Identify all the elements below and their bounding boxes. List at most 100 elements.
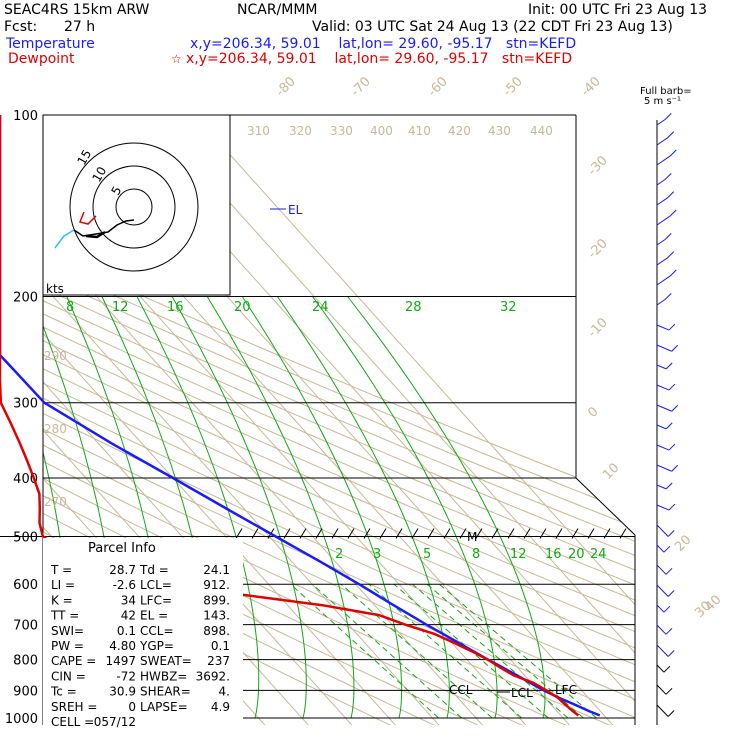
hodograph-ring-15 <box>69 142 199 272</box>
wind-barb-flag <box>667 710 675 717</box>
wind-barb <box>656 324 670 331</box>
theta-label: 420 <box>448 124 471 138</box>
pressure-tick-label: 500 <box>13 530 38 545</box>
wind-barb-flag <box>667 650 675 657</box>
wind-barb <box>656 215 671 226</box>
parcel-info-cell: 34 <box>121 593 136 607</box>
isotherm-label: -10 <box>585 315 611 341</box>
isotherm-label: -70 <box>348 74 374 100</box>
theta-label: 440 <box>530 124 553 138</box>
parcel-info-cell: 30.9 <box>109 685 136 699</box>
wind-barb-flag <box>667 191 675 199</box>
dry-adiabat <box>43 115 635 725</box>
ccl-label: CCL <box>449 683 473 697</box>
freezing-hatch <box>427 528 435 539</box>
wind-barb-flag <box>668 383 676 391</box>
parcel-info-cell: -72 <box>116 669 136 683</box>
dry-adiabat <box>43 115 635 725</box>
temperature-profile <box>0 115 601 717</box>
parcel-info-cell: 3692. <box>196 669 230 683</box>
wind-barb <box>656 704 669 717</box>
freezing-hatch <box>619 528 627 539</box>
theta-label: 430 <box>488 124 511 138</box>
isotherm-label: -60 <box>425 74 451 100</box>
wind-barb <box>656 444 670 451</box>
freezing-hatch <box>491 528 499 539</box>
parcel-info-cell: PW = <box>51 639 84 653</box>
theta-label: 400 <box>370 124 393 138</box>
parcel-info-title: Parcel Info <box>88 541 156 556</box>
dry-adiabat <box>43 115 635 725</box>
theta-label: 270 <box>44 495 67 509</box>
freezing-hatch <box>395 528 403 539</box>
freezing-hatch <box>299 528 307 539</box>
center-name: NCAR/MMM <box>237 2 318 18</box>
wind-barb <box>656 178 666 186</box>
wind-barb <box>656 275 671 286</box>
pressure-tick-label: 200 <box>13 291 38 306</box>
freezing-hatch <box>459 528 467 539</box>
wind-barb-flag <box>665 362 673 370</box>
wind-barb-flag <box>664 113 672 120</box>
wind-barb-flag <box>669 269 677 277</box>
freezing-hatch <box>555 528 563 539</box>
wind-barb <box>656 644 669 657</box>
init-time: Init: 00 UTC Fri 23 Aug 13 <box>528 2 708 18</box>
mixing-ratio-label: 12 <box>510 547 527 562</box>
parcel-info-cell: 4. <box>219 685 230 699</box>
mixing-ratio-label: 5 <box>423 547 431 562</box>
wind-barb-flag <box>671 464 679 472</box>
theta-label: 280 <box>44 422 67 436</box>
freezing-hatch <box>363 528 371 539</box>
parcel-info-panel <box>43 538 243 725</box>
dewpoint-star-icon: ☆ <box>171 52 182 66</box>
parcel-info-cell: 42 <box>121 609 136 623</box>
hodograph-trace-upper <box>54 229 75 249</box>
wind-barb-flag <box>667 251 675 259</box>
isotherm-label: 10 <box>600 461 622 483</box>
wind-barb-flag <box>669 209 677 217</box>
dry-adiabat <box>43 115 635 725</box>
isotherm-line <box>43 115 488 725</box>
parcel-info-cell: 899. <box>203 593 230 607</box>
wind-barb <box>656 257 669 266</box>
hodograph-ring-label: 10 <box>89 164 109 184</box>
freezing-hatch <box>379 528 387 539</box>
parcel-info-cell: 24.1 <box>203 563 230 577</box>
mixing-ratio-line <box>312 583 463 719</box>
parcel-info-cell: 1497 <box>105 654 136 668</box>
wind-barb-flag <box>665 567 673 575</box>
dry-adiabat <box>43 115 635 725</box>
freezing-hatch <box>475 528 483 539</box>
wind-barb-flag <box>664 233 672 240</box>
wind-barb <box>656 298 666 306</box>
freezing-hatch <box>443 528 451 539</box>
freezing-hatch <box>347 528 355 539</box>
hodograph-ring-label: 15 <box>74 147 94 167</box>
wind-barb <box>656 584 669 597</box>
wind-barb-flag <box>668 323 676 331</box>
wind-barb-flag <box>664 293 672 300</box>
parcel-info-cell: SWI= <box>51 624 84 638</box>
parcel-info-cell: SREH = <box>51 700 97 714</box>
parcel-info-cell: K = <box>51 593 73 607</box>
wind-barb-flag <box>667 131 675 139</box>
wind-barb-flag <box>665 687 673 695</box>
mixing-ratio-label: 16 <box>545 547 562 562</box>
wind-barb <box>656 484 667 490</box>
dry-adiabat <box>43 115 635 725</box>
parcel-info-cell: 4.9 <box>211 700 230 714</box>
isotherm-label: -30 <box>585 153 611 179</box>
dry-adiabat <box>43 115 635 725</box>
isotherm-label: -80 <box>273 74 299 100</box>
parcel-info-cell: 0.1 <box>117 624 136 638</box>
wind-barb <box>656 664 665 673</box>
hodograph-trace <box>73 219 135 237</box>
parcel-info-cell: 143. <box>203 609 230 623</box>
parcel-info-cell: TT = <box>50 609 79 623</box>
mixing-ratio-line <box>426 583 584 719</box>
dewpoint-legend: Dewpoint <box>8 51 75 67</box>
parcel-info-cell: -2.6 <box>113 578 136 592</box>
barb-legend-units: 5 m s⁻¹ <box>644 96 681 107</box>
forecast-hour: 27 h <box>64 19 96 35</box>
